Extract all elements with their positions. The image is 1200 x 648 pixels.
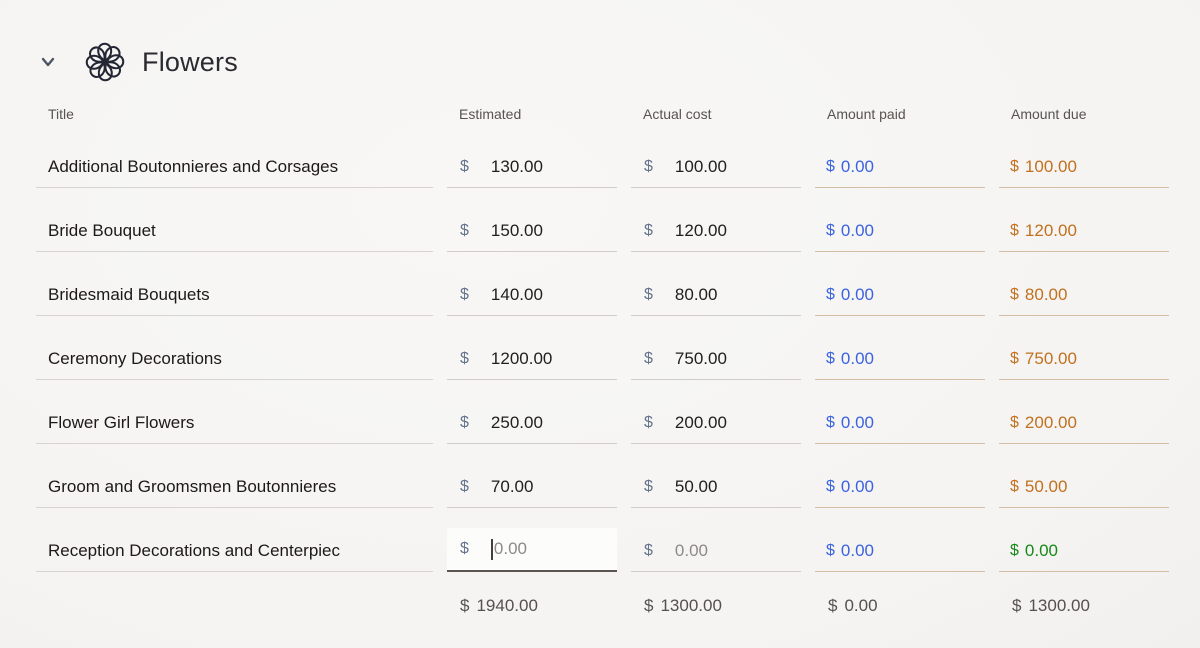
currency-symbol: $	[826, 285, 835, 303]
actual-cost-input[interactable]: $200.00	[631, 402, 801, 444]
title-input[interactable]: Additional Boutonnieres and Corsages	[36, 146, 433, 188]
actual-cost-input[interactable]: $120.00	[631, 210, 801, 252]
page-title: Flowers	[142, 46, 238, 77]
actual-cost-input[interactable]: $50.00	[631, 466, 801, 508]
title-input[interactable]: Ceremony Decorations	[36, 338, 433, 380]
currency-symbol: $	[644, 413, 653, 431]
column-headers: Title Estimated Actual cost Amount paid …	[36, 104, 1169, 124]
estimated-input[interactable]: $150.00	[447, 210, 617, 252]
actual-cost-input[interactable]: $0.00	[631, 530, 801, 572]
amount-due-value: $200.00	[999, 402, 1169, 444]
total-amount-paid: $0.00	[828, 596, 878, 615]
currency-symbol: $	[644, 596, 654, 615]
currency-symbol: $	[828, 596, 838, 615]
table-row: Bridesmaid Bouquets $140.00 $80.00 $0.00…	[36, 252, 1169, 316]
table-row: Reception Decorations and Centerpiec $0.…	[36, 508, 1169, 572]
currency-symbol: $	[644, 349, 653, 367]
currency-symbol: $	[460, 413, 469, 431]
table-row: Ceremony Decorations $1200.00 $750.00 $0…	[36, 316, 1169, 380]
amount-due-value: $120.00	[999, 210, 1169, 252]
title-input[interactable]: Reception Decorations and Centerpiec	[36, 530, 433, 572]
actual-cost-input[interactable]: $100.00	[631, 146, 801, 188]
amount-paid-input[interactable]: $0.00	[815, 210, 985, 252]
currency-symbol: $	[1010, 541, 1019, 559]
currency-symbol: $	[460, 349, 469, 367]
estimated-input[interactable]: $1200.00	[447, 338, 617, 380]
currency-symbol: $	[826, 349, 835, 367]
amount-due-value: $0.00	[999, 530, 1169, 572]
flower-icon	[83, 40, 127, 84]
column-header-actual-cost: Actual cost	[643, 106, 712, 122]
currency-symbol: $	[1010, 221, 1019, 239]
table-row: Bride Bouquet $150.00 $120.00 $0.00 $120…	[36, 188, 1169, 252]
currency-symbol: $	[826, 541, 835, 559]
currency-symbol: $	[644, 221, 653, 239]
amount-paid-input[interactable]: $0.00	[815, 274, 985, 316]
amount-due-value: $50.00	[999, 466, 1169, 508]
table-row: Flower Girl Flowers $250.00 $200.00 $0.0…	[36, 380, 1169, 444]
currency-symbol: $	[826, 477, 835, 495]
total-actual-cost: $1300.00	[644, 596, 722, 615]
currency-symbol: $	[460, 285, 469, 303]
estimated-input-focused[interactable]: $0.00	[447, 528, 617, 572]
estimated-input[interactable]: $250.00	[447, 402, 617, 444]
column-header-amount-paid: Amount paid	[827, 106, 906, 122]
currency-symbol: $	[1010, 285, 1019, 303]
title-input[interactable]: Bride Bouquet	[36, 210, 433, 252]
collapse-section-button[interactable]	[38, 52, 58, 72]
currency-symbol: $	[826, 157, 835, 175]
currency-symbol: $	[460, 157, 469, 175]
amount-due-value: $100.00	[999, 146, 1169, 188]
title-input[interactable]: Bridesmaid Bouquets	[36, 274, 433, 316]
estimated-input[interactable]: $140.00	[447, 274, 617, 316]
flowers-budget-section: Flowers Title Estimated Actual cost Amou…	[36, 36, 1200, 628]
actual-cost-input[interactable]: $750.00	[631, 338, 801, 380]
currency-symbol: $	[460, 477, 469, 495]
amount-paid-input[interactable]: $0.00	[815, 338, 985, 380]
column-header-title: Title	[48, 106, 74, 122]
currency-symbol: $	[1010, 413, 1019, 431]
text-cursor	[490, 538, 493, 560]
currency-symbol: $	[644, 541, 653, 559]
currency-symbol: $	[1010, 477, 1019, 495]
chevron-down-icon	[41, 57, 55, 67]
column-header-estimated: Estimated	[459, 106, 522, 122]
currency-symbol: $	[826, 221, 835, 239]
amount-paid-input[interactable]: $0.00	[815, 466, 985, 508]
currency-symbol: $	[644, 477, 653, 495]
currency-symbol: $	[644, 157, 653, 175]
currency-symbol: $	[1010, 157, 1019, 175]
table-row: Groom and Groomsmen Boutonnieres $70.00 …	[36, 444, 1169, 508]
totals-row: $1940.00 $1300.00 $0.00 $1300.00	[36, 584, 1169, 628]
table-row: Additional Boutonnieres and Corsages $13…	[36, 124, 1169, 188]
amount-paid-input[interactable]: $0.00	[815, 530, 985, 572]
title-input[interactable]: Flower Girl Flowers	[36, 402, 433, 444]
actual-cost-input[interactable]: $80.00	[631, 274, 801, 316]
estimated-input[interactable]: $70.00	[447, 466, 617, 508]
estimated-input[interactable]: $130.00	[447, 146, 617, 188]
currency-symbol: $	[1010, 349, 1019, 367]
currency-symbol: $	[460, 221, 469, 239]
currency-symbol: $	[460, 596, 470, 615]
amount-paid-input[interactable]: $0.00	[815, 146, 985, 188]
currency-symbol: $	[460, 540, 469, 557]
total-estimated: $1940.00	[460, 596, 538, 615]
column-header-amount-due: Amount due	[1011, 106, 1087, 122]
section-header: Flowers	[38, 36, 1200, 88]
currency-symbol: $	[1012, 596, 1022, 615]
amount-due-value: $750.00	[999, 338, 1169, 380]
total-amount-due: $1300.00	[1012, 596, 1090, 615]
currency-symbol: $	[826, 413, 835, 431]
amount-due-value: $80.00	[999, 274, 1169, 316]
amount-paid-input[interactable]: $0.00	[815, 402, 985, 444]
currency-symbol: $	[644, 285, 653, 303]
title-input[interactable]: Groom and Groomsmen Boutonnieres	[36, 466, 433, 508]
